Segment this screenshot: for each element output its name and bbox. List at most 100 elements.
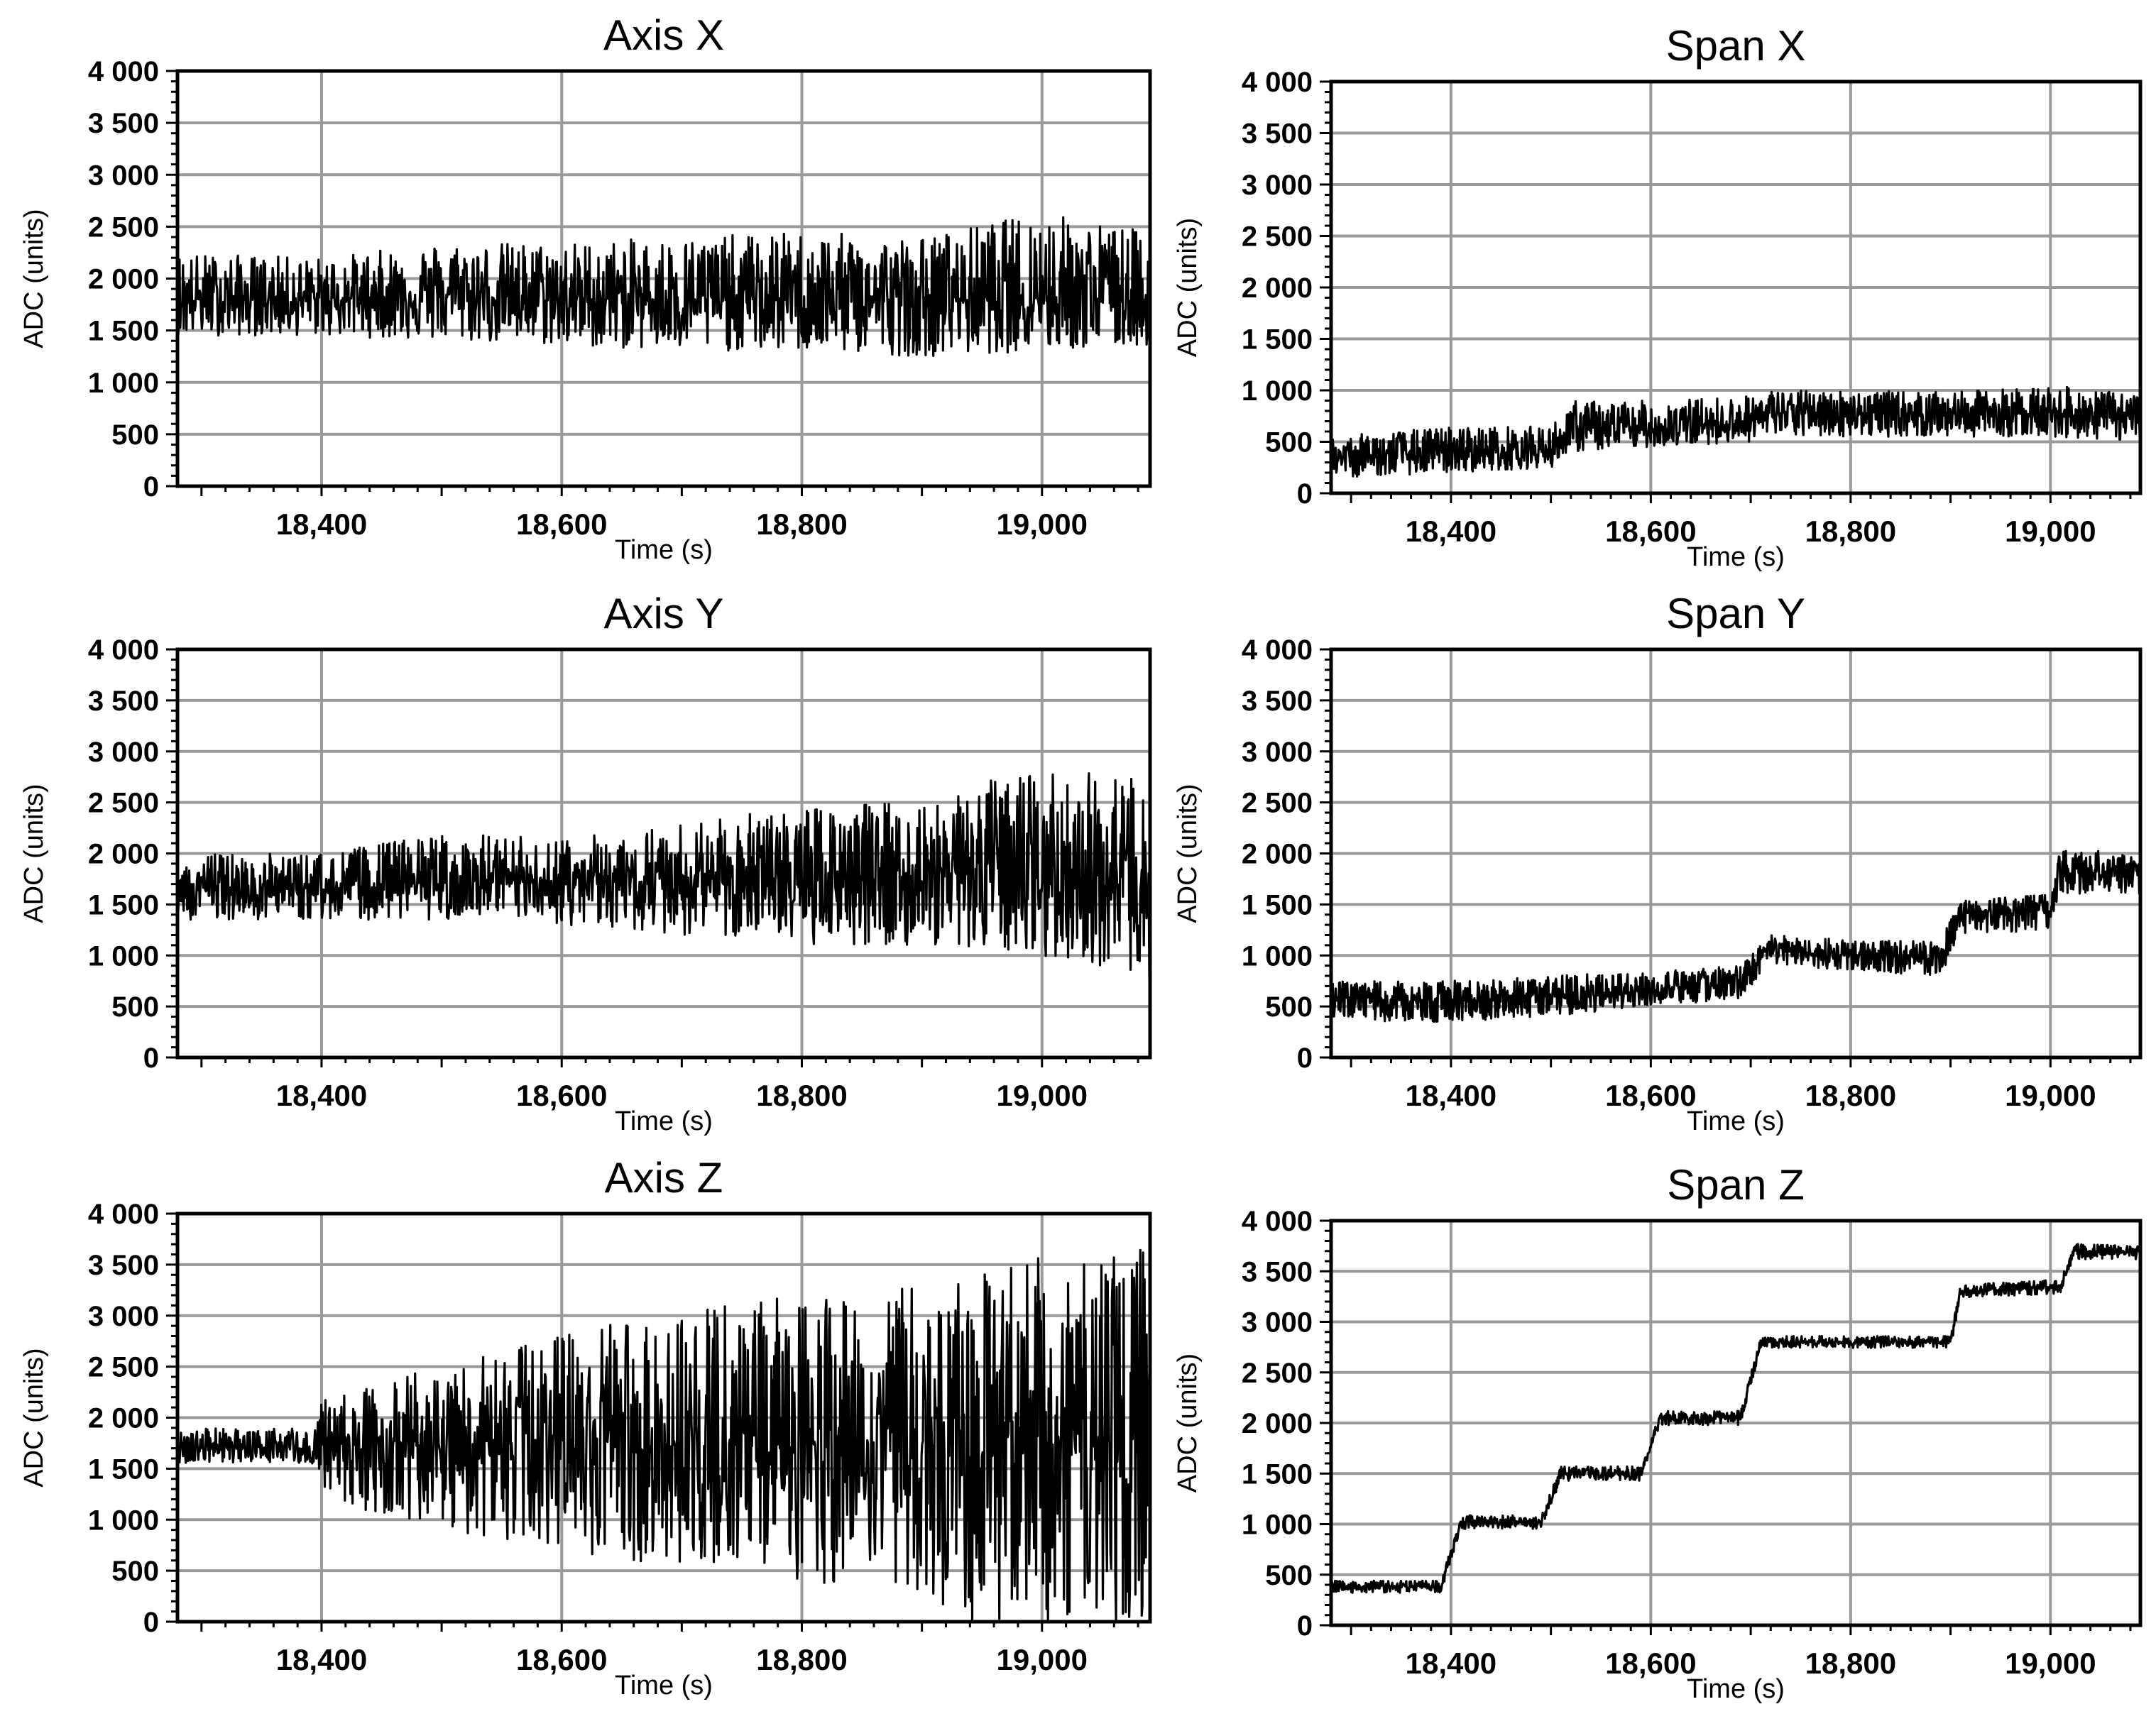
- x-tick-label: 18,400: [1406, 1647, 1496, 1680]
- series-line-1: [176, 772, 1151, 980]
- x-tick-label: 18,600: [1605, 515, 1696, 548]
- y-tick-label: 3 500: [1242, 1256, 1313, 1287]
- y-tick-label: 3 000: [1242, 170, 1313, 201]
- y-tick-label: 3 000: [1242, 737, 1313, 768]
- x-tick-label: 18,600: [516, 1079, 607, 1112]
- x-tick-label: 18,800: [1805, 1079, 1896, 1112]
- y-tick-label: 1 500: [1242, 1458, 1313, 1490]
- y-tick-label: 1 000: [88, 1505, 159, 1536]
- y-tick-label: 500: [1265, 427, 1313, 458]
- x-tick-label: 19,000: [2005, 1079, 2096, 1112]
- y-tick-label: 2 500: [88, 788, 159, 819]
- y-tick-label: 1 500: [1242, 324, 1313, 356]
- y-tick-label: 1 000: [1242, 1510, 1313, 1541]
- y-tick-label: 1 000: [1242, 375, 1313, 407]
- plot-frame: [1329, 647, 2143, 1060]
- chart-title: Span X: [1666, 22, 1806, 70]
- x-axis-label: Time (s): [615, 1106, 713, 1136]
- y-tick-label: 1 500: [88, 316, 159, 347]
- x-tick-label: 18,400: [276, 1643, 367, 1676]
- x-tick-label: 18,800: [1805, 515, 1896, 548]
- chart-panel-5: 0 500 1 000 1 500 2 000 2 500 3 000 3 500 4 000 1…: [19, 1154, 1152, 1700]
- series-line-1: [1330, 1243, 2142, 1594]
- chart-title: Axis X: [603, 11, 724, 59]
- y-tick-label: 2 000: [88, 264, 159, 295]
- y-axis-label: ADC (units): [1173, 218, 1203, 357]
- x-tick-label: 18,800: [1805, 1647, 1896, 1680]
- x-tick-label: 18,800: [756, 1643, 847, 1676]
- x-axis-label: Time (s): [1687, 1106, 1785, 1136]
- plot-frame: [175, 647, 1152, 1060]
- x-tick-label: 18,600: [516, 507, 607, 541]
- y-tick-label: 3 500: [1242, 119, 1313, 150]
- y-tick-label: 3 000: [88, 737, 159, 768]
- y-tick-label: 500: [111, 991, 159, 1023]
- y-axis-label: ADC (units): [1173, 784, 1203, 923]
- y-tick-label: 4 000: [88, 1199, 159, 1230]
- y-tick-label: 3 500: [88, 686, 159, 717]
- y-tick-label: 2 000: [1242, 273, 1313, 304]
- y-tick-label: 500: [111, 1556, 159, 1587]
- y-tick-label: 2 500: [88, 211, 159, 243]
- y-tick-label: 4 000: [88, 56, 159, 87]
- series-line-1: [1330, 385, 2142, 478]
- chart-panel-4: 0 500 1 000 1 500 2 000 2 500 3 000 3 500 4 000 1…: [1173, 590, 2143, 1136]
- x-tick-label: 18,400: [276, 507, 367, 541]
- y-tick-label: 4 000: [1242, 634, 1313, 666]
- y-tick-label: 4 000: [88, 634, 159, 666]
- x-tick-label: 19,000: [997, 507, 1088, 541]
- chart-title: Span Z: [1667, 1161, 1804, 1209]
- series-line-1: [176, 1248, 1151, 1622]
- y-tick-label: 2 000: [88, 839, 159, 870]
- y-tick-label: 3 000: [88, 1301, 159, 1332]
- y-tick-label: 0: [143, 471, 159, 502]
- y-tick-label: 4 000: [1242, 67, 1313, 98]
- x-tick-label: 18,400: [276, 1079, 367, 1112]
- chart-panel-6: 0 500 1 000 1 500 2 000 2 500 3 000 3 500 4 000 1…: [1173, 1161, 2143, 1704]
- y-tick-label: 3 000: [88, 160, 159, 191]
- y-axis-label: ADC (units): [19, 209, 49, 348]
- y-tick-label: 1 000: [88, 940, 159, 972]
- chart-title: Span Y: [1666, 590, 1805, 637]
- x-tick-label: 19,000: [2005, 1647, 2096, 1680]
- x-tick-label: 18,600: [516, 1643, 607, 1676]
- y-tick-label: 2 500: [1242, 788, 1313, 819]
- chart-panel-1: 0 500 1 000 1 500 2 000 2 500 3 000 3 500 4 000 1…: [19, 11, 1152, 565]
- y-tick-label: 0: [143, 1607, 159, 1638]
- plot-frame: [175, 69, 1152, 488]
- x-axis-label: Time (s): [1687, 542, 1785, 572]
- x-tick-label: 19,000: [997, 1643, 1088, 1676]
- y-tick-label: 1 000: [88, 368, 159, 399]
- chart-panel-2: 0 500 1 000 1 500 2 000 2 500 3 000 3 500 4 000 1…: [1173, 22, 2143, 572]
- plot-frame: [175, 1211, 1152, 1624]
- chart-title: Axis Y: [604, 590, 724, 637]
- plot-frame: [1329, 79, 2143, 495]
- x-tick-label: 19,000: [2005, 515, 2096, 548]
- x-tick-label: 18,600: [1605, 1079, 1696, 1112]
- y-tick-label: 3 500: [1242, 686, 1313, 717]
- y-tick-label: 2 500: [1242, 221, 1313, 253]
- y-tick-label: 500: [1265, 1560, 1313, 1591]
- y-tick-label: 0: [1297, 478, 1313, 510]
- y-tick-label: 2 500: [1242, 1358, 1313, 1389]
- y-tick-label: 0: [1297, 1043, 1313, 1074]
- y-tick-label: 3 500: [88, 108, 159, 139]
- y-tick-label: 0: [143, 1043, 159, 1074]
- y-tick-label: 3 000: [1242, 1307, 1313, 1339]
- series-line-1: [1330, 850, 2142, 1023]
- y-tick-label: 3 500: [88, 1250, 159, 1281]
- y-tick-label: 2 500: [88, 1352, 159, 1383]
- y-axis-label: ADC (units): [1173, 1353, 1203, 1493]
- y-tick-label: 4 000: [1242, 1206, 1313, 1237]
- x-axis-label: Time (s): [615, 1671, 713, 1700]
- x-tick-label: 18,600: [1605, 1647, 1696, 1680]
- y-tick-label: 500: [111, 419, 159, 451]
- x-tick-label: 18,800: [756, 507, 847, 541]
- y-tick-label: 1 500: [88, 889, 159, 921]
- plot-frame: [1329, 1219, 2143, 1627]
- y-tick-label: 1 500: [1242, 889, 1313, 921]
- chart-title: Axis Z: [605, 1154, 723, 1202]
- y-tick-label: 1 500: [88, 1454, 159, 1485]
- x-tick-label: 18,400: [1406, 515, 1496, 548]
